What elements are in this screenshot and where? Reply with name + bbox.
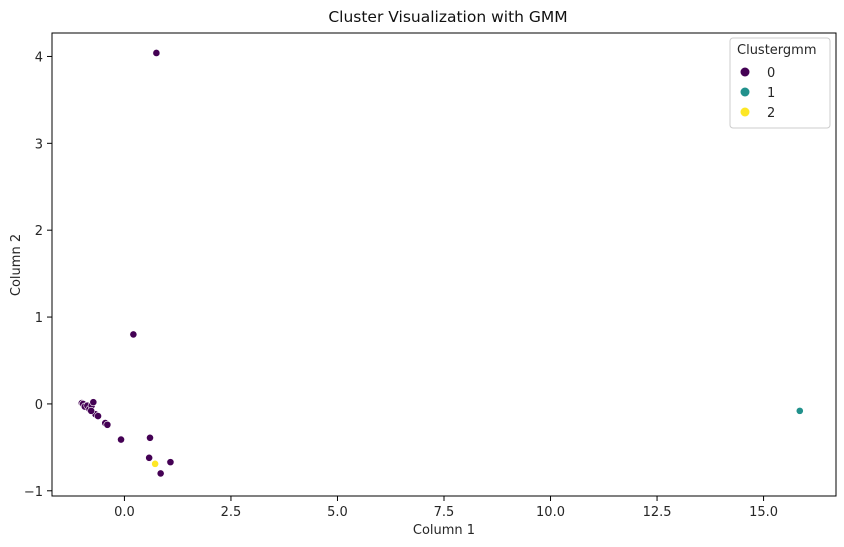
y-tick-label: 2 — [35, 224, 43, 239]
y-tick-label: 3 — [35, 137, 43, 152]
y-axis-ticks: −1 0 1 2 3 4 — [24, 50, 52, 500]
data-point-cluster-0 — [94, 412, 102, 420]
data-point-cluster-2 — [151, 459, 160, 468]
y-tick-label: 0 — [35, 398, 43, 413]
legend: Clustergmm 0 1 2 — [729, 37, 831, 129]
y-axis-label: Column 2 — [9, 234, 24, 296]
plot-frame — [51, 32, 837, 497]
legend-title: Clustergmm — [737, 43, 817, 58]
data-point-cluster-0 — [87, 406, 96, 415]
x-tick-label: 0.0 — [114, 505, 135, 520]
data-point-cluster-0 — [129, 330, 138, 339]
y-tick-label: 1 — [35, 311, 43, 326]
data-point-cluster-1 — [795, 406, 804, 415]
y-tick-label: 4 — [35, 50, 43, 65]
data-point-cluster-0 — [117, 435, 125, 444]
y-tick-label: −1 — [24, 485, 43, 500]
legend-label-cluster-1: 1 — [767, 86, 775, 101]
data-point-cluster-0 — [146, 433, 154, 442]
x-axis-ticks: 0.0 2.5 5.0 7.5 10.0 12.5 15.0 — [114, 496, 778, 520]
x-axis-label: Column 1 — [413, 523, 475, 538]
x-tick-label: 5.0 — [327, 505, 348, 520]
data-point-cluster-0 — [103, 420, 112, 429]
legend-marker-cluster-0 — [740, 67, 750, 77]
x-tick-label: 10.0 — [536, 505, 565, 520]
x-tick-label: 15.0 — [749, 505, 778, 520]
legend-label-cluster-0: 0 — [767, 66, 775, 81]
legend-box — [729, 37, 831, 129]
x-tick-label: 2.5 — [221, 505, 242, 520]
chart-title: Cluster Visualization with GMM — [328, 8, 567, 26]
x-tick-label: 7.5 — [434, 505, 455, 520]
legend-marker-cluster-2 — [740, 107, 750, 117]
data-point-cluster-0 — [145, 453, 154, 462]
data-point-cluster-0 — [152, 49, 161, 57]
data-point-cluster-0 — [156, 469, 165, 478]
x-tick-label: 12.5 — [643, 505, 672, 520]
data-point-cluster-0 — [166, 458, 175, 467]
data-points — [77, 49, 804, 478]
data-point-cluster-0 — [89, 398, 98, 407]
legend-marker-cluster-1 — [740, 87, 750, 97]
legend-label-cluster-2: 2 — [767, 106, 775, 121]
